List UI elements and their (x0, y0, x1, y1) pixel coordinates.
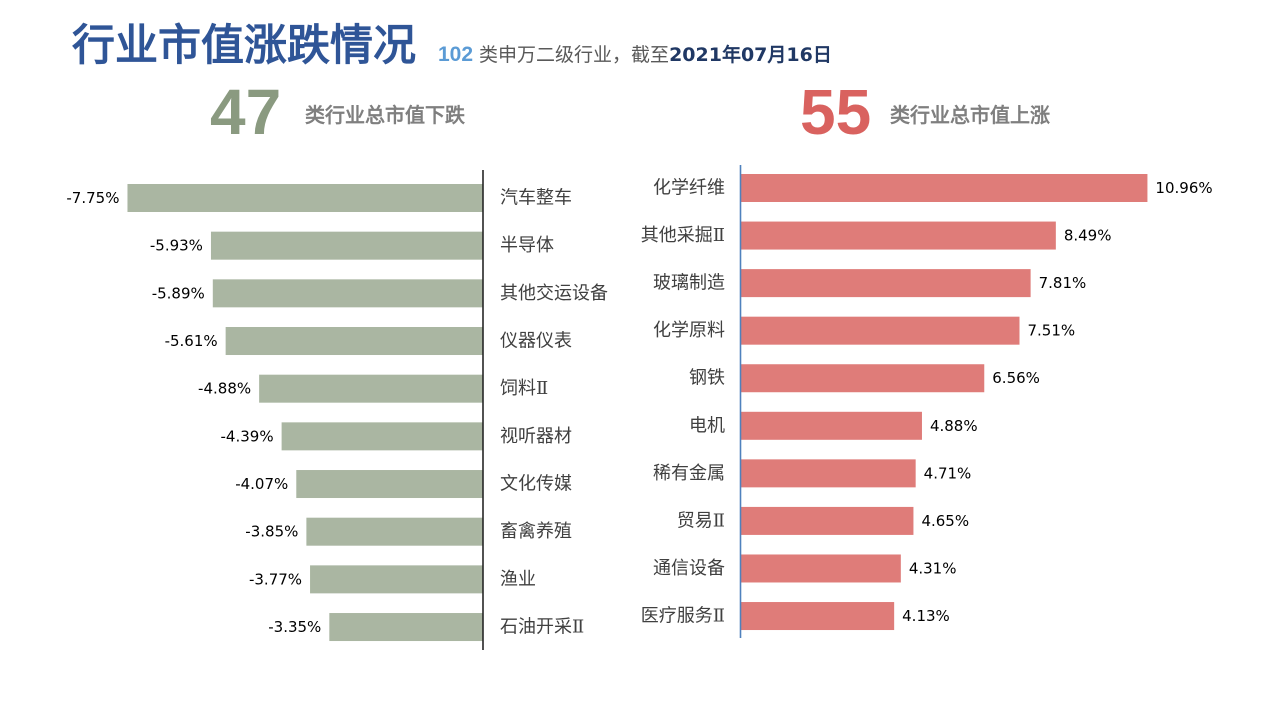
decline-value-label: -3.85% (245, 523, 298, 541)
decline-chart: -7.75% 汽车整车 -5.93% 半导体 -5.89% 其他交运设备 -5.61% 仪器仪… (66, 170, 608, 650)
rise-category-label: 其他采掘Ⅱ (641, 225, 725, 246)
decline-value-label: -3.77% (249, 570, 302, 588)
decline-bar (306, 517, 483, 546)
rise-value-label: 4.88% (930, 417, 978, 435)
rise-value-label: 10.96% (1155, 179, 1212, 197)
rise-category-label: 化学原料 (653, 320, 725, 341)
rise-bar (741, 411, 922, 440)
decline-bar (296, 470, 483, 499)
decline-value-label: -4.39% (221, 427, 274, 445)
subtitle-date: 2021年07月16日 (669, 44, 832, 66)
decline-count: 47 (210, 76, 282, 148)
decline-category-label: 饲料Ⅱ (500, 378, 548, 399)
rise-value-label: 4.13% (902, 607, 950, 625)
subtitle-text: 类申万二级行业，截至 (479, 44, 670, 66)
decline-value-label: -5.61% (165, 332, 218, 350)
decline-category-label: 畜禽养殖 (500, 520, 572, 542)
decline-bar (310, 565, 483, 594)
rise-category-label: 钢铁 (689, 368, 725, 389)
rise-value-label: 7.51% (1027, 322, 1075, 340)
rise-bar (741, 221, 1056, 250)
decline-value-label: -5.93% (150, 237, 203, 255)
rise-value-label: 7.81% (1039, 274, 1087, 292)
rise-chart: 10.96% 化学纤维 8.49% 其他采掘Ⅱ 7.81% 玻璃制造 7.51% 化学原料 6.… (641, 165, 1213, 638)
rise-bar (741, 316, 1020, 345)
rise-bar (741, 364, 985, 393)
rise-category-label: 玻璃制造 (653, 273, 725, 294)
decline-category-label: 视听器材 (500, 426, 572, 447)
subtitle: 102 类申万二级行业，截至2021年07月16日 (438, 43, 832, 67)
rise-bar (741, 506, 914, 535)
rise-value-label: 8.49% (1064, 227, 1112, 245)
rise-category-label: 贸易Ⅱ (677, 510, 725, 531)
decline-bar (281, 422, 483, 451)
rise-bar (741, 174, 1148, 202)
decline-bar (259, 374, 483, 403)
rise-value-label: 4.71% (924, 464, 972, 482)
rise-value-label: 4.31% (909, 559, 957, 577)
decline-value-label: -4.07% (235, 475, 288, 493)
rise-bar (741, 459, 916, 488)
decline-value-label: -7.75% (66, 189, 119, 207)
decline-value-label: -5.89% (152, 284, 205, 302)
rise-category-label: 化学纤维 (653, 178, 725, 199)
decline-category-label: 仪器仪表 (500, 331, 572, 352)
decline-value-label: -3.35% (268, 618, 321, 636)
decline-category-label: 汽车整车 (500, 188, 572, 209)
rise-category-label: 稀有金属 (653, 463, 725, 484)
subtitle-industry-count: 102 (438, 43, 474, 66)
decline-bar (127, 184, 483, 212)
rise-category-label: 电机 (689, 415, 725, 436)
decline-bar (212, 279, 483, 308)
decline-category-label: 文化传媒 (500, 474, 572, 495)
decline-category-label: 半导体 (500, 235, 554, 256)
page-title: 行业市值涨跌情况 (72, 21, 416, 71)
rise-count: 55 (800, 76, 872, 148)
rise-value-label: 4.65% (921, 512, 969, 530)
decline-value-label: -4.88% (198, 380, 251, 398)
rise-header-text: 类行业总市值上涨 (890, 103, 1050, 127)
rise-value-label: 6.56% (992, 369, 1040, 387)
decline-category-label: 其他交运设备 (500, 283, 608, 304)
rise-bar (741, 269, 1031, 298)
decline-bar (210, 231, 483, 260)
decline-category-label: 石油开采Ⅱ (500, 617, 584, 638)
rise-bar (741, 554, 901, 583)
decline-category-label: 渔业 (500, 569, 536, 590)
rise-bar (741, 602, 895, 631)
decline-bar (329, 613, 483, 642)
rise-category-label: 通信设备 (653, 558, 725, 579)
rise-category-label: 医疗服务Ⅱ (641, 606, 725, 627)
decline-bar (225, 327, 484, 356)
decline-header-text: 类行业总市值下跌 (305, 103, 465, 127)
